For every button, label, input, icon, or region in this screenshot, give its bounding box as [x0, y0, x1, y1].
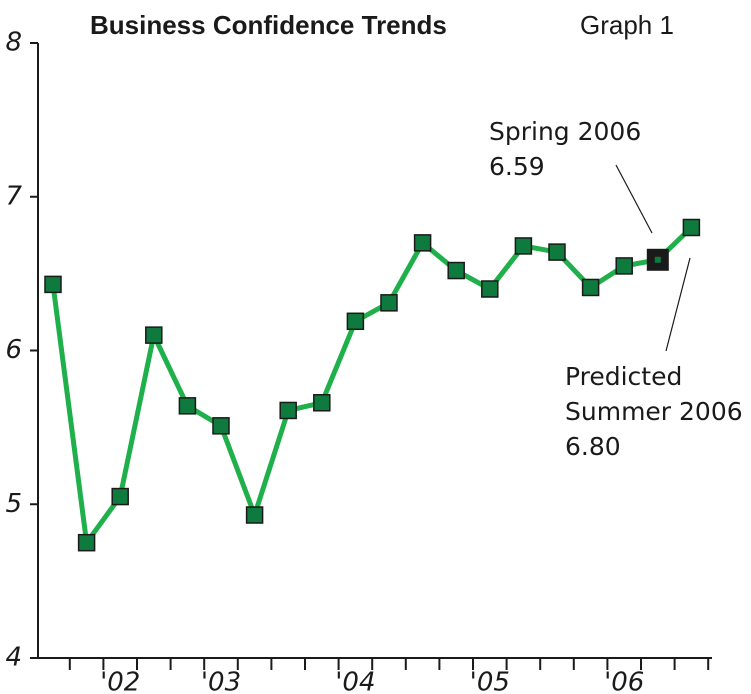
- annotation-leader: [665, 257, 691, 352]
- annotation: Predicted: [565, 362, 682, 391]
- x-tick-label: '06: [604, 668, 644, 694]
- x-tick-label: '03: [201, 668, 241, 694]
- y-tick-label: 5: [5, 489, 22, 519]
- chart-subtitle: Graph 1: [580, 10, 674, 40]
- marker: [581, 278, 600, 297]
- marker: [245, 506, 264, 524]
- annotation: 6.80: [565, 432, 621, 461]
- y-tick-label: 8: [5, 28, 22, 58]
- marker: [145, 326, 163, 344]
- annotation-leader: [615, 164, 653, 234]
- marker: [380, 294, 398, 312]
- marker: [44, 275, 62, 294]
- annotation: Summer 2006: [565, 397, 743, 426]
- marker: [615, 257, 633, 275]
- marker: [111, 487, 129, 506]
- x-tick-label: '04: [335, 668, 375, 694]
- marker: [447, 261, 465, 280]
- marker: [548, 243, 566, 261]
- marker: [682, 218, 701, 237]
- marker: [212, 417, 230, 435]
- y-tick-label: 6: [5, 335, 22, 365]
- x-tick-label: '02: [100, 668, 140, 694]
- annotation: Spring 2006: [489, 117, 641, 146]
- marker: [313, 394, 331, 412]
- marker: [77, 533, 96, 552]
- marker: [413, 234, 432, 252]
- marker: [178, 397, 197, 415]
- annotation: 6.59: [489, 152, 545, 181]
- marker: [514, 237, 533, 255]
- x-tick-label: '05: [470, 668, 510, 694]
- marker: [279, 401, 297, 420]
- y-tick-label: 7: [5, 181, 22, 211]
- y-tick-label: 4: [5, 643, 22, 673]
- chart-title: Business Confidence Trends: [90, 10, 447, 40]
- marker: [481, 280, 499, 298]
- marker: [346, 312, 365, 331]
- marker-center: [654, 256, 661, 263]
